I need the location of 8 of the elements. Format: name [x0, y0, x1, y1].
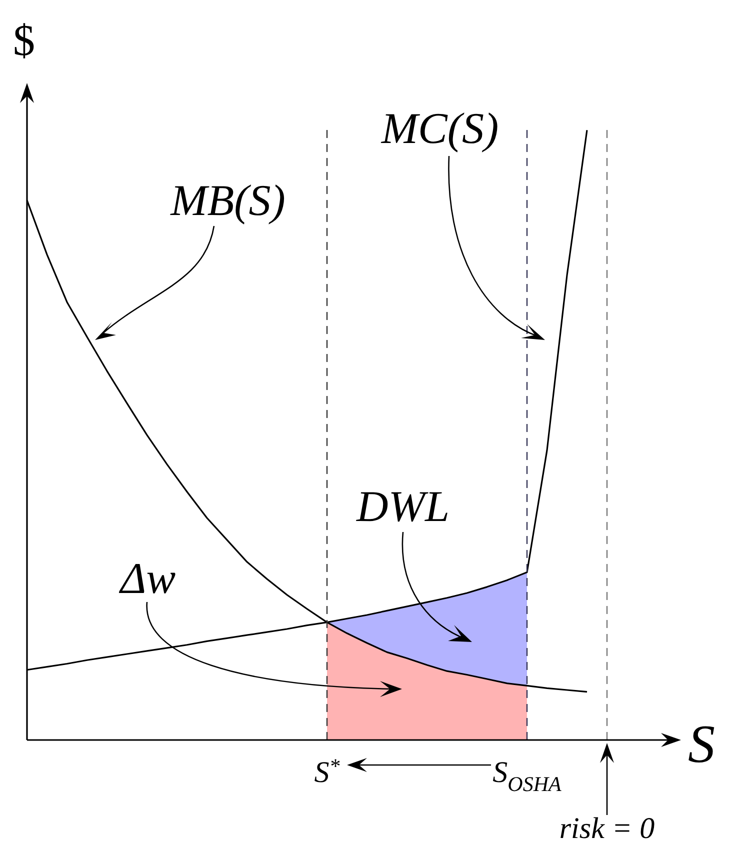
series-label: DWL [356, 482, 450, 531]
x-axis-title: S [688, 714, 715, 774]
x-tick-label: S* [314, 754, 340, 789]
y-axis-title: $ [13, 16, 35, 65]
series-label: MC(S) [380, 104, 499, 153]
x-tick-label: risk = 0 [559, 812, 655, 845]
text: MB(S) [170, 176, 286, 225]
text: Δw [118, 554, 176, 603]
